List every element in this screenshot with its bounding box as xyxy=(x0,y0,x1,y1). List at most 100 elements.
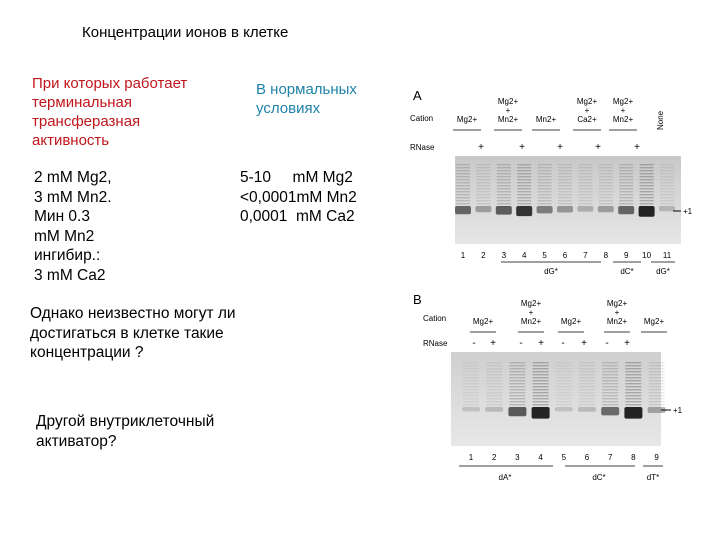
panel-a-ladder-band xyxy=(639,197,654,199)
panel-b-ladder-band xyxy=(463,389,479,391)
panel-b-main-band xyxy=(508,407,527,417)
panel-b-ladder-band xyxy=(555,392,572,394)
panel-a-ladder-band xyxy=(537,185,552,187)
panel-a-groups: dG* dC* dG* xyxy=(501,261,675,276)
panel-a-ladder-band xyxy=(619,197,634,199)
panel-a-lane-7: 7 xyxy=(583,251,588,260)
panel-a-ladder-band xyxy=(578,188,593,190)
panel-a-ladder-band xyxy=(517,170,532,172)
panel-b-ladder-band xyxy=(625,395,642,397)
panel-b-ladder-band xyxy=(555,383,572,385)
panel-a-ladder-band xyxy=(537,182,552,184)
panel-b-ladder-band xyxy=(532,371,549,373)
panel-b-gel xyxy=(451,352,661,446)
panel-a-ladder-band xyxy=(496,182,511,184)
panel-a-ladder-band xyxy=(517,203,532,205)
panel-b-rnase-label: RNase xyxy=(423,339,448,348)
panel-b-ladder-band xyxy=(509,371,526,373)
panel-b-ladder-band xyxy=(555,404,572,406)
panel-a-lane-5: 5 xyxy=(542,251,547,260)
normal-conditions-heading: В нормальных условиях xyxy=(256,81,357,117)
panel-b-ladder-band xyxy=(579,374,595,376)
panel-b-ladder-band xyxy=(602,401,619,403)
panel-a-ladder-band xyxy=(578,164,593,166)
panel-a-ladder-band xyxy=(660,167,674,169)
panel-a-ladder-band xyxy=(496,191,511,193)
panel-b-ladder-band xyxy=(625,371,642,373)
panel-b-lane-5: 5 xyxy=(562,453,567,462)
panel-a-ladder-band xyxy=(476,185,491,187)
panel-b-lane-numbers: 1 2 3 4 5 6 7 8 9 xyxy=(469,453,660,462)
panel-b-ladder-band xyxy=(648,395,665,397)
panel-b-ladder-band xyxy=(625,362,642,364)
panel-b-cation-2: Mg2+ + Mn2+ xyxy=(521,299,542,326)
panel-a-ladder-band xyxy=(598,194,613,196)
panel-a-ladder-band xyxy=(619,185,634,187)
panel-b-ladder-band xyxy=(509,392,526,394)
panel-b-ladder-band xyxy=(625,368,642,370)
panel-b-bands xyxy=(462,362,666,419)
panel-a-main-band xyxy=(536,206,553,214)
panel-a-ladder-band xyxy=(476,194,491,196)
panel-a-ladder-band xyxy=(558,188,572,190)
panel-a-main-band xyxy=(597,206,614,213)
panel-b-ladder-band xyxy=(486,365,503,367)
panel-b-ladder-band xyxy=(463,374,479,376)
panel-a-label: A xyxy=(413,88,422,103)
panel-a-rnase-row: + + + + + xyxy=(478,142,640,153)
panel-a-ladder-band xyxy=(578,191,593,193)
panel-b-ladder-band xyxy=(648,383,665,385)
panel-b-ladder-band xyxy=(555,368,572,370)
panel-a-ladder-band xyxy=(578,194,593,196)
panel-b-ladder-band xyxy=(532,398,549,400)
panel-b-ladder-band xyxy=(602,389,619,391)
panel-b-ladder-band xyxy=(486,383,503,385)
panel-a-lane-9: 9 xyxy=(624,251,629,260)
panel-a-ladder-band xyxy=(558,191,572,193)
panel-b-ladder-band xyxy=(579,380,595,382)
panel-b-ladder-band xyxy=(555,398,572,400)
panel-a-group-3: dG* xyxy=(656,267,670,276)
panel-b-main-band xyxy=(554,407,573,412)
panel-a-ladder-band xyxy=(517,194,532,196)
panel-b-ladder-band xyxy=(625,386,642,388)
panel-a-ladder-band xyxy=(598,197,613,199)
panel-a-ladder-band xyxy=(456,170,470,172)
panel-b-ladder-band xyxy=(509,386,526,388)
panel-b-ladder-band xyxy=(625,404,642,406)
panel-a-cation-4: Mg2+ + Ca2+ xyxy=(577,97,598,124)
panel-a-ladder-band xyxy=(476,179,491,181)
panel-b-ladder-band xyxy=(579,392,595,394)
panel-b-lane-6: 6 xyxy=(585,453,590,462)
panel-b-ladder-band xyxy=(509,383,526,385)
panel-b-rnase-mark: - xyxy=(605,338,608,349)
panel-a-lane-numbers: 1 2 3 4 5 6 7 8 9 10 11 xyxy=(461,251,672,260)
panel-a-ladder-band xyxy=(537,197,552,199)
panel-b-ladder-band xyxy=(648,398,665,400)
active-concentrations-list: 2 mM Mg2, 3 mM Mn2. Мин 0.3 mM Mn2 ингиб… xyxy=(34,169,112,284)
panel-a-lane-4: 4 xyxy=(522,251,527,260)
panel-a-ladder-band xyxy=(476,176,491,178)
panel-a-ladder-band xyxy=(496,203,511,205)
panel-a-ladder-band xyxy=(496,167,511,169)
panel-a-ladder-band xyxy=(578,176,593,178)
panel-b-ladder-band xyxy=(463,383,479,385)
panel-a-ladder-band xyxy=(476,182,491,184)
panel-a-ladder-band xyxy=(537,203,552,205)
panel-a-cation-1: Mg2+ xyxy=(457,115,478,124)
panel-a-ladder-band xyxy=(517,197,532,199)
panel-b-ladder-band xyxy=(602,374,619,376)
panel-b-rnase-row: - + - + - + - + xyxy=(472,338,630,349)
panel-a-ladder-band xyxy=(598,191,613,193)
panel-b-ladder-band xyxy=(579,362,595,364)
panel-b-ladder-band xyxy=(648,377,665,379)
panel-a-ladder-band xyxy=(537,164,552,166)
panel-b-ladder-band xyxy=(579,365,595,367)
panel-a-ladder-band xyxy=(619,188,634,190)
panel-b-ladder-band xyxy=(579,389,595,391)
panel-a-ladder-band xyxy=(537,176,552,178)
panel-b-ladder-band xyxy=(602,380,619,382)
panel-a-ladder-band xyxy=(639,176,654,178)
panel-a-ladder-band xyxy=(517,164,532,166)
panel-a-ladder-band xyxy=(619,191,634,193)
